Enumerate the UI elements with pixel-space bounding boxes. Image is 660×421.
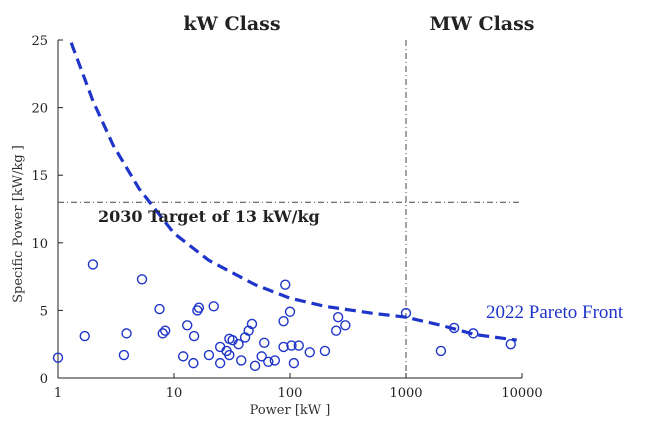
data-point [236,355,247,366]
data-point [246,318,258,330]
data-point [256,351,267,362]
y-axis-label: Specific Power [kW/kg ] [11,145,26,303]
data-point [192,305,203,316]
x-tick-label: 1 [54,386,62,401]
data-point [340,320,351,331]
data-point [188,357,199,369]
target-label: 2030 Target of 13 kW/kg [98,207,320,226]
x-tick-label: 10000 [501,386,542,401]
pareto-front-line [69,42,517,342]
data-point [280,279,291,290]
y-tick-label: 20 [31,102,48,117]
data-point [188,330,200,342]
data-point [269,355,281,366]
kw-class-label: kW Class [183,13,280,35]
data-point [259,337,270,349]
data-point [182,320,193,331]
y-tick-label: 0 [40,372,48,387]
data-point [278,341,289,353]
x-ticks: 1 10 100 1000 10000 [54,373,543,401]
data-point [330,325,342,336]
data-point [288,357,300,369]
data-point [319,345,331,357]
data-point [177,351,189,362]
data-point [154,303,165,315]
data-point [505,339,516,350]
data-point [208,301,219,312]
data-point [52,352,64,363]
reference-lines [58,40,522,378]
y-tick-label: 25 [31,34,48,49]
data-point [160,325,171,336]
data-point [193,302,205,313]
y-tick-label: 15 [31,169,48,184]
data-point [263,356,274,367]
y-tick-label: 5 [40,304,48,319]
x-tick-label: 100 [278,386,303,401]
x-axis-label: Power [kW ] [250,403,331,418]
data-point [203,349,215,361]
data-point [284,306,296,317]
data-points [52,259,516,372]
data-point [249,360,261,372]
data-point [87,259,99,270]
data-point [233,339,244,350]
data-point [79,330,90,342]
data-point [278,316,289,327]
y-ticks: 0 5 10 15 20 25 [31,34,63,387]
y-tick-label: 10 [31,237,48,252]
data-point [157,328,168,339]
pareto-front-label: 2022 Pareto Front [486,302,624,323]
data-point [304,347,315,358]
data-point [214,357,226,369]
mw-class-label: MW Class [429,13,534,35]
data-point [293,340,304,351]
data-point [121,328,132,339]
data-point [224,349,235,361]
data-point [214,341,226,353]
x-tick-label: 10 [166,386,183,401]
data-point [286,340,297,351]
x-tick-label: 1000 [389,386,422,401]
data-point [332,311,344,323]
data-point [136,274,148,285]
data-point [118,349,130,361]
data-point [435,345,447,357]
